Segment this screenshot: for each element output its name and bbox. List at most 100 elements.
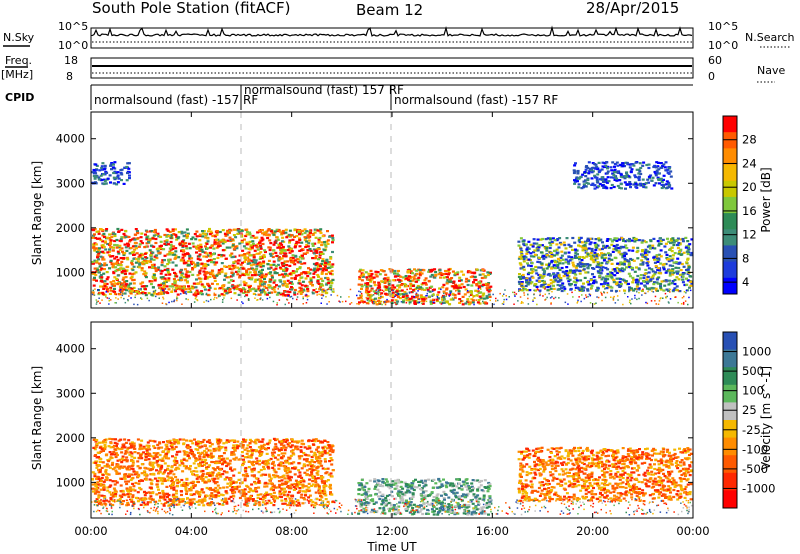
data-cell	[225, 476, 229, 479]
data-cell	[659, 237, 662, 240]
data-cell	[257, 273, 261, 276]
data-cell	[520, 267, 524, 270]
data-cell	[148, 448, 152, 451]
noise-cell	[121, 294, 124, 297]
data-cell	[286, 290, 290, 293]
data-cell	[321, 467, 325, 470]
data-cell	[481, 273, 485, 276]
data-cell	[249, 284, 252, 288]
data-cell	[647, 163, 651, 166]
noise-cell	[597, 296, 600, 299]
noise-cell	[326, 303, 328, 305]
data-cell	[274, 267, 278, 270]
data-cell	[176, 293, 180, 296]
data-cell	[226, 239, 230, 242]
data-cell	[137, 257, 141, 260]
data-cell	[419, 286, 423, 289]
data-cell	[586, 281, 590, 284]
data-cell	[290, 277, 294, 280]
data-cell	[295, 235, 299, 238]
data-cell	[592, 279, 596, 283]
data-cell	[665, 270, 669, 273]
data-cell	[259, 262, 263, 265]
data-cell	[595, 253, 599, 256]
data-cell	[538, 275, 542, 278]
data-cell	[627, 262, 631, 265]
data-cell	[288, 457, 292, 460]
data-cell	[106, 486, 110, 489]
data-cell	[199, 245, 203, 248]
data-cell	[556, 272, 560, 275]
data-cell	[677, 252, 681, 255]
data-cell	[185, 451, 189, 454]
data-cell	[181, 290, 185, 293]
data-cell	[222, 288, 226, 291]
noise-cell	[448, 295, 451, 297]
noise-cell	[440, 296, 443, 298]
data-cell	[222, 452, 226, 455]
noise-cell	[644, 292, 647, 295]
noise-panel-frame	[90, 27, 694, 49]
noise-cell	[330, 294, 332, 296]
noise-cell	[472, 296, 474, 298]
data-cell	[239, 263, 243, 266]
data-cell	[284, 231, 288, 234]
data-cell	[170, 245, 174, 248]
data-cell	[261, 283, 264, 286]
data-cell	[653, 164, 657, 167]
data-cell	[312, 276, 316, 279]
data-cell	[585, 181, 589, 184]
data-cell	[671, 254, 675, 257]
data-cell	[318, 236, 322, 240]
noise-cell	[171, 288, 174, 290]
data-cell	[676, 247, 680, 250]
noise-cell	[423, 289, 425, 291]
data-cell	[555, 243, 559, 246]
data-cell	[242, 460, 246, 464]
data-cell	[152, 234, 156, 237]
data-cell	[411, 295, 414, 298]
noise-cell	[218, 288, 220, 290]
data-cell	[604, 246, 607, 249]
data-cell	[559, 279, 563, 282]
data-cell	[187, 242, 191, 245]
data-cell	[109, 286, 113, 289]
data-cell	[654, 287, 658, 290]
data-cell	[254, 270, 257, 273]
noise-cell	[421, 289, 423, 291]
data-cell	[634, 237, 638, 241]
data-cell	[116, 283, 120, 286]
data-cell	[539, 238, 543, 241]
data-cell	[277, 486, 281, 489]
data-cell	[166, 271, 170, 274]
data-cell	[527, 280, 531, 283]
data-cell	[613, 168, 617, 171]
data-cell	[207, 284, 211, 288]
data-cell	[599, 264, 603, 267]
data-cell	[227, 289, 231, 293]
data-cell	[553, 239, 557, 242]
data-cell	[573, 276, 577, 279]
data-cell	[640, 241, 644, 244]
data-cell	[296, 268, 299, 271]
data-cell	[126, 258, 130, 261]
data-cell	[155, 248, 159, 251]
data-cell	[253, 249, 257, 252]
data-cell	[252, 263, 256, 266]
data-cell	[686, 268, 690, 271]
data-cell	[292, 488, 296, 491]
data-cell	[360, 279, 364, 282]
data-cell	[567, 251, 571, 254]
data-cell	[251, 288, 255, 291]
data-cell	[577, 269, 581, 272]
data-cell	[109, 484, 113, 487]
data-cell	[95, 466, 99, 469]
noise-cell	[631, 298, 633, 300]
data-cell	[174, 250, 178, 253]
data-cell	[100, 165, 104, 168]
data-cell	[606, 167, 609, 170]
data-cell	[226, 482, 230, 485]
noise-cell	[106, 297, 109, 299]
data-cell	[568, 259, 572, 262]
data-cell	[311, 233, 315, 236]
